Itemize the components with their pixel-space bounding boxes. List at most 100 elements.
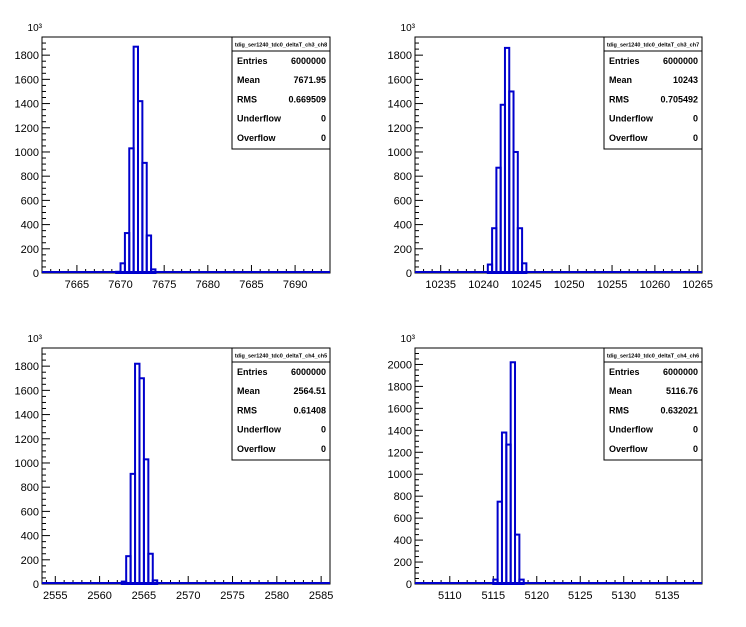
y-multiplier-label: 10³	[28, 334, 43, 345]
y-tick-label: 200	[394, 244, 412, 256]
stats-label: Mean	[237, 75, 260, 85]
y-tick-label: 400	[21, 220, 39, 232]
histogram-bin	[509, 361, 517, 586]
y-tick-label: 1800	[388, 50, 412, 62]
x-tick-label: 10250	[554, 279, 585, 291]
y-tick-label: 600	[394, 195, 412, 207]
y-tick-label: 2000	[388, 359, 412, 371]
y-tick-label: 1000	[15, 458, 39, 470]
stats-box-frame	[603, 36, 703, 150]
stats-value: 0	[321, 133, 326, 143]
y-tick-label: 1800	[388, 381, 412, 393]
stats-box-frame	[231, 36, 331, 150]
stats-box-frame	[603, 347, 703, 461]
stats-box: tdig_ser1240_tdc0_deltaT_ch3_ch7 Entries 6…	[603, 36, 703, 150]
y-tick-label: 800	[21, 482, 39, 494]
y-tick-label: 0	[33, 268, 39, 280]
stats-title: tdig_ser1240_tdc0_deltaT_ch3_ch7	[607, 43, 699, 49]
x-tick-label: 7680	[196, 279, 220, 291]
stats-value: 0	[321, 114, 326, 124]
stats-value: 0	[321, 444, 326, 454]
stats-value: 6000000	[291, 367, 326, 377]
x-tick-label: 7675	[152, 279, 176, 291]
stats-value: 0	[693, 114, 698, 124]
histogram-bin	[518, 578, 525, 586]
histogram-bin	[142, 458, 150, 586]
y-tick-label: 800	[21, 171, 39, 183]
y-tick-label: 1600	[388, 403, 412, 415]
stats-value: 0	[693, 133, 698, 143]
y-tick-label: 200	[21, 244, 39, 256]
y-tick-label: 1200	[15, 434, 39, 446]
y-tick-label: 200	[21, 555, 39, 567]
stats-label: RMS	[609, 405, 629, 415]
stats-label: RMS	[237, 94, 257, 104]
x-tick-label: 2555	[43, 590, 67, 602]
stats-box-frame	[231, 347, 331, 461]
stats-label: Overflow	[609, 444, 649, 454]
stats-label: Mean	[609, 75, 632, 85]
y-tick-label: 600	[394, 513, 412, 525]
x-tick-label: 2575	[220, 590, 244, 602]
stats-value: 0.705492	[660, 94, 698, 104]
stats-label: Entries	[237, 56, 268, 66]
x-tick-label: 10265	[682, 279, 713, 291]
x-tick-label: 10245	[511, 279, 542, 291]
y-tick-label: 1400	[388, 425, 412, 437]
x-tick-label: 7685	[239, 279, 263, 291]
stats-label: Underflow	[609, 425, 654, 435]
stats-label: Underflow	[609, 114, 654, 124]
x-tick-label: 5120	[525, 590, 549, 602]
histogram-panel: 2555 2560 2565 2570 2575 2580 2585 0 200 400 600 80…	[15, 334, 334, 602]
histogram-bin	[141, 161, 148, 274]
x-tick-label: 2570	[176, 590, 200, 602]
x-tick-label: 7690	[283, 279, 307, 291]
x-tick-label: 10255	[597, 279, 628, 291]
stats-label: RMS	[609, 94, 629, 104]
histogram-bin	[145, 234, 153, 275]
y-tick-label: 800	[394, 491, 412, 503]
y-tick-label: 400	[21, 531, 39, 543]
stats-label: Overflow	[237, 444, 277, 454]
stats-label: Overflow	[237, 133, 277, 143]
y-tick-label: 1600	[388, 74, 412, 86]
histogram-bin	[151, 579, 159, 585]
histogram-panel: 5110 5115 5120 5125 5130 5135 0 200 400 600 800 100…	[388, 334, 703, 602]
histogram-bin	[150, 268, 157, 275]
y-tick-label: 1400	[15, 99, 39, 111]
x-tick-label: 5110	[438, 590, 462, 602]
stats-title: tdig_ser1240_tdc0_deltaT_ch4_ch6	[607, 354, 699, 360]
y-tick-label: 200	[394, 557, 412, 569]
x-tick-label: 2560	[87, 590, 111, 602]
stats-label: Mean	[237, 386, 260, 396]
stats-value: 0	[693, 444, 698, 454]
stats-value: 0.61408	[293, 405, 326, 415]
y-tick-label: 1400	[15, 410, 39, 422]
stats-value: 7671.95	[293, 75, 326, 85]
y-tick-label: 1800	[15, 50, 39, 62]
stats-title: tdig_ser1240_tdc0_deltaT_ch3_ch8	[235, 43, 327, 49]
stats-box: tdig_ser1240_tdc0_deltaT_ch4_ch6 Entries 6…	[603, 347, 703, 461]
y-tick-label: 0	[406, 268, 412, 280]
y-tick-label: 1200	[388, 123, 412, 135]
y-tick-label: 1000	[15, 147, 39, 159]
x-tick-label: 10260	[640, 279, 671, 291]
x-tick-label: 5130	[611, 590, 635, 602]
stats-value: 5116.76	[666, 386, 698, 396]
y-tick-label: 0	[406, 579, 412, 591]
y-tick-label: 600	[21, 195, 39, 207]
x-tick-label: 10240	[468, 279, 499, 291]
x-tick-label: 2585	[309, 590, 333, 602]
y-multiplier-label: 10³	[28, 23, 43, 34]
stats-value: 6000000	[663, 367, 698, 377]
stats-value: 0.632021	[660, 405, 698, 415]
stats-value: 2564.51	[293, 386, 326, 396]
stats-box: tdig_ser1240_tdc0_deltaT_ch3_ch8 Entries 6…	[231, 36, 331, 150]
x-tick-label: 5125	[568, 590, 592, 602]
y-multiplier-label: 10³	[401, 23, 416, 34]
x-tick-label: 5115	[481, 590, 505, 602]
y-tick-label: 400	[394, 535, 412, 547]
histogram-bin	[521, 262, 528, 275]
x-tick-label: 2565	[132, 590, 156, 602]
